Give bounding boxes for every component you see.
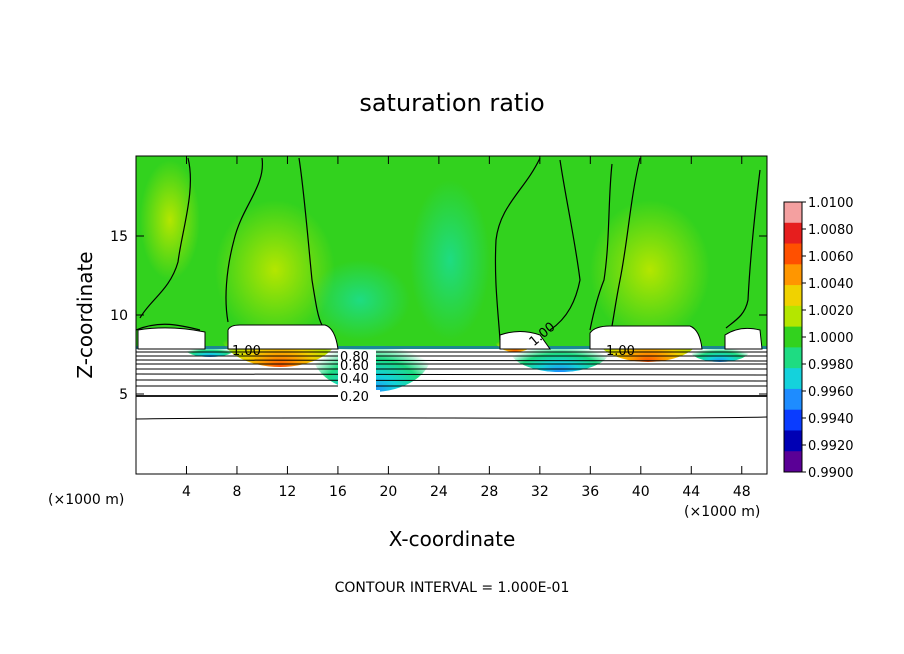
colorbar-swatch <box>784 305 802 328</box>
cloud-region <box>499 331 551 350</box>
x-tick-label: 24 <box>430 484 448 500</box>
x-tick-label: 16 <box>329 484 347 500</box>
y-tick-label: 15 <box>110 229 128 245</box>
colorbar-tick-label: 1.0000 <box>808 331 854 346</box>
contour-label: 0.40 <box>340 372 369 387</box>
colorbar-tick-label: 1.0060 <box>808 250 854 265</box>
colorbar-swatch <box>784 222 802 245</box>
plot-area <box>136 156 767 474</box>
contour-lines-upper <box>136 157 761 341</box>
x-axis-label: X-coordinate <box>389 527 516 551</box>
x-tick-label: 12 <box>279 484 297 500</box>
x-axis: 4 8 12 16 20 24 28 32 36 40 44 48 <box>182 156 751 500</box>
y-tick-label: 5 <box>119 387 128 403</box>
x-tick-label: 32 <box>531 484 549 500</box>
y-axis <box>136 235 767 395</box>
teal-area <box>410 180 490 340</box>
colorbar-tick-label: 0.9960 <box>808 385 854 400</box>
chart-title: saturation ratio <box>359 89 544 117</box>
x-tick-label: 4 <box>182 484 191 500</box>
y-axis-label: Z-coordinate <box>73 251 97 378</box>
colorbar-swatch <box>784 264 802 286</box>
colorbar-swatch <box>784 347 802 369</box>
x-tick-label: 8 <box>232 484 241 500</box>
colorbar-swatch <box>784 326 802 348</box>
colorbar-tick-label: 0.9940 <box>808 412 854 427</box>
colorbar-swatch <box>784 243 802 265</box>
x-unit-label-right: (×1000 m) <box>684 504 760 520</box>
colorbar-tick-label: 1.0100 <box>808 196 854 211</box>
colorbar: 1.0100 1.0080 1.0060 1.0040 1.0020 1.0000 0.99… <box>783 196 854 481</box>
light-area <box>140 160 200 280</box>
cloud-region <box>137 327 206 350</box>
contour-lines-lower <box>136 351 767 420</box>
x-tick-label: 20 <box>379 484 397 500</box>
contour-label: 1.00 <box>232 344 261 359</box>
x-tick-label: 36 <box>581 484 599 500</box>
colorbar-tick-label: 1.0020 <box>808 304 854 319</box>
colorbar-tick-label: 0.9920 <box>808 439 854 454</box>
x-tick-label: 40 <box>632 484 650 500</box>
colorbar-swatch <box>784 409 802 431</box>
colorbar-swatch <box>784 285 802 307</box>
y-tick-label: 10 <box>110 308 128 324</box>
contour-label: 0.20 <box>340 390 369 405</box>
x-tick-label: 44 <box>682 484 700 500</box>
blue-band <box>136 346 767 349</box>
x-tick-label: 48 <box>733 484 751 500</box>
colorbar-tick-label: 0.9980 <box>808 358 854 373</box>
light-area <box>590 200 710 340</box>
colorbar-tick-label: 1.0040 <box>808 277 854 292</box>
colorbar-swatch <box>784 451 802 473</box>
colorbar-tick-label: 1.0080 <box>808 223 854 238</box>
contour-label: 0.80 <box>340 350 369 365</box>
colorbar-tick-label: 0.9900 <box>808 466 854 481</box>
colorbar-swatch <box>784 430 802 452</box>
lower-region <box>136 349 767 474</box>
x-tick-label: 28 <box>480 484 498 500</box>
cloud-region <box>227 324 339 350</box>
cloud-region <box>589 325 703 350</box>
contour-label: 0.60 <box>340 359 369 374</box>
x-unit-label: (×1000 m) <box>48 492 124 508</box>
contour-label: 1.00 <box>606 344 635 359</box>
colorbar-swatch <box>784 202 802 224</box>
colorbar-swatch <box>784 368 802 390</box>
contour-interval: CONTOUR INTERVAL = 1.000E-01 <box>335 580 570 596</box>
colorbar-swatch <box>784 388 802 411</box>
cloud-region <box>724 327 763 350</box>
